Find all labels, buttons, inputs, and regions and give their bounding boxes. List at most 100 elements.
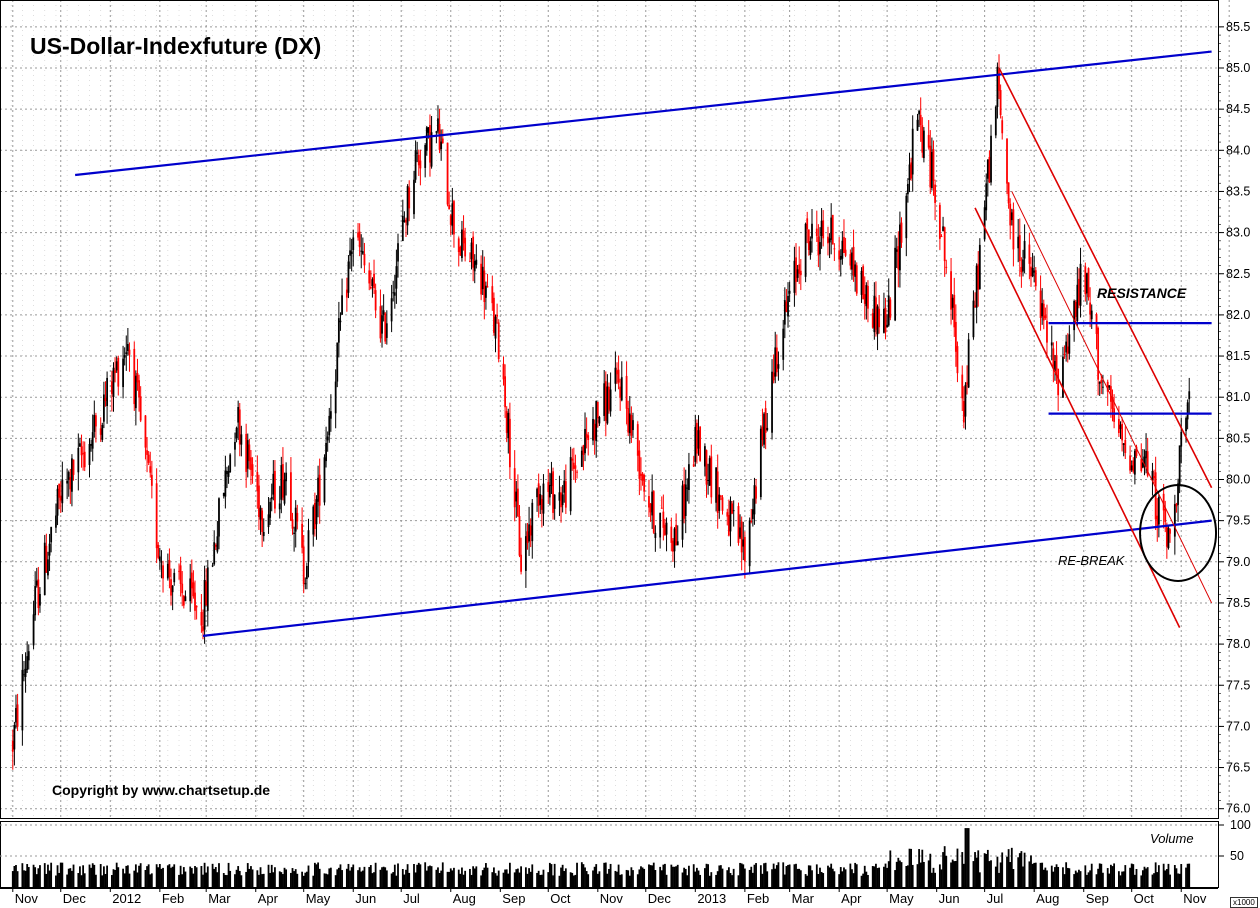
candle-body [104, 397, 107, 402]
candle-body [841, 240, 844, 259]
candle-body [58, 483, 61, 498]
candle-body [817, 236, 820, 256]
volume-bar [114, 869, 116, 887]
candle-body [676, 541, 679, 546]
volume-bar [1063, 874, 1066, 887]
candle-body [1175, 503, 1178, 507]
candle-body [537, 483, 540, 506]
volume-bar [47, 864, 49, 887]
candle-body [472, 236, 475, 268]
candle-body [134, 375, 137, 409]
volume-bar [956, 848, 959, 887]
volume-bar [1117, 871, 1120, 887]
candle-body [889, 299, 892, 318]
candle-body [437, 118, 439, 132]
candle-body [954, 321, 957, 352]
candle-body [1044, 315, 1047, 319]
candle-body [24, 668, 27, 677]
volume-bar [110, 875, 113, 887]
candle-body [90, 443, 93, 446]
candle-body [625, 375, 628, 409]
candle-body [59, 495, 62, 501]
candle-body [358, 231, 361, 248]
y-tick-label: 82.5 [1226, 267, 1250, 281]
volume-bar [413, 863, 415, 887]
candle-body [301, 523, 304, 548]
volume-bar [636, 874, 639, 887]
candle-body [496, 314, 499, 317]
volume-bar [35, 874, 38, 887]
volume-bar [50, 862, 53, 887]
candle-body [285, 472, 288, 482]
volume-bar [751, 872, 754, 887]
volume-bar [1188, 863, 1191, 887]
volume-bar [294, 869, 297, 887]
volume-bar [313, 862, 316, 887]
candle-body [895, 249, 898, 252]
volume-bar [91, 863, 94, 887]
volume-bar [1135, 868, 1138, 887]
volume-bar [155, 864, 158, 887]
candle-body [516, 488, 519, 517]
volume-bar [716, 871, 719, 887]
candle-body [449, 215, 452, 225]
volume-bar [1133, 874, 1136, 887]
volume-bar [384, 867, 387, 887]
candle-body [494, 316, 497, 339]
volume-bar [170, 867, 172, 887]
volume-bar [983, 853, 986, 887]
volume-bar [1164, 870, 1167, 887]
x-tick-label: May [889, 891, 914, 906]
volume-bar [1090, 863, 1093, 887]
candle-body [200, 612, 203, 626]
volume-bar [616, 871, 618, 887]
candle-body [485, 285, 487, 298]
y-tick-label: 82.0 [1226, 308, 1250, 322]
candle-body [830, 217, 833, 240]
volume-bar [160, 868, 163, 887]
volume-bar [950, 862, 952, 887]
volume-bar [1066, 867, 1069, 887]
candle-body [56, 488, 59, 516]
volume-bar [350, 867, 353, 887]
volume-bar [1023, 852, 1026, 887]
candle-body [1164, 508, 1167, 522]
x-tick-label: Aug [1036, 891, 1059, 906]
volume-bar [385, 870, 388, 887]
volume-bar [670, 864, 673, 887]
volume-label: Volume [1150, 831, 1194, 846]
volume-bar [614, 870, 617, 887]
volume-bar [865, 871, 868, 887]
volume-bar [496, 875, 499, 887]
candle-body [863, 294, 866, 304]
volume-bar [619, 874, 622, 887]
plot-frame [0, 0, 1219, 819]
candle-body [438, 123, 441, 150]
candle-body [961, 374, 964, 399]
candle-body [875, 297, 877, 330]
volume-bar [373, 872, 375, 887]
candle-body [899, 224, 901, 271]
candle-body [270, 497, 273, 500]
y-tick-label: 78.0 [1226, 637, 1250, 651]
chart-title: US-Dollar-Indexfuture (DX) [30, 33, 321, 59]
candle-body [371, 279, 374, 287]
volume-bar [317, 862, 319, 887]
candle-body [453, 201, 455, 235]
candle-body [705, 450, 708, 485]
volume-bar [584, 867, 586, 887]
x-tick-label: Sep [502, 891, 525, 906]
candle-body [302, 546, 305, 585]
volume-bar [907, 865, 909, 887]
candle-body [593, 423, 596, 440]
volume-bar [102, 866, 105, 887]
y-tick-label: 83.5 [1226, 184, 1250, 198]
candle-body [716, 471, 719, 514]
volume-bar [550, 864, 553, 887]
candle-body [820, 220, 823, 236]
candle-body [37, 579, 40, 609]
candle-body [55, 515, 57, 528]
candle-body [710, 456, 713, 498]
candle-body [560, 492, 562, 508]
candle-body [951, 297, 954, 308]
